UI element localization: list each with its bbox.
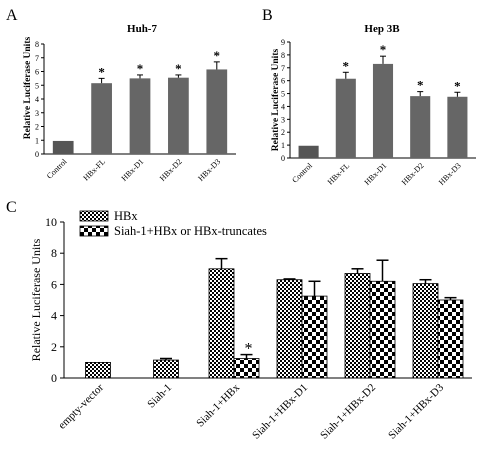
panel-b-y-tick-label: 2 [281, 128, 285, 137]
panel-c-bar-siah-hbx [301, 295, 328, 379]
panel-b-y-tick-label: 4 [281, 102, 285, 111]
panel-a-x-tick-label: HBx-D3 [196, 157, 222, 183]
legend-swatch-siah-hbx [79, 225, 109, 237]
panel-b-x-tick-label: HBx-D3 [437, 161, 463, 187]
panel-a-significance-mark: * [137, 61, 144, 76]
panel-c-y-tick-label: 4 [51, 309, 57, 323]
panel-c-bar-siah-hbx [233, 358, 260, 379]
panel-c-bar-hbx [344, 273, 371, 379]
panel-c-bar-siah-hbx [369, 280, 396, 379]
panel-c-x-tick-label: empty-vector [56, 381, 106, 431]
panel-b-y-tick-label: 8 [281, 51, 285, 60]
panel-a-y-tick-label: 7 [35, 54, 39, 63]
panel-b-plot: 0 1 2 3 4 5 6 7 8 9 Control * HBx-FL * HBx-D1 * HBx-D2 * H… [281, 38, 476, 187]
panel-b-ylabel: Relative Luciferase Units [271, 49, 281, 152]
panel-a-y-tick-label: 5 [35, 81, 39, 90]
panel-a-y-tick-label: 3 [35, 109, 39, 118]
panel-b-bar [447, 96, 468, 158]
panel-a-significance-mark: * [175, 61, 182, 76]
panel-a-y-tick-label: 0 [35, 150, 39, 159]
legend-label-hbx: HBx [114, 209, 138, 223]
panel-a-y-tick-label: 8 [35, 40, 39, 49]
panel-b-y-tick-label: 3 [281, 115, 285, 124]
panel-a-bar [129, 78, 151, 154]
panel-a-y-tick-label: 4 [35, 95, 39, 104]
panel-c-bar-siah-hbx [437, 299, 464, 379]
panel-c-x-tick-label: Siah-1 [145, 382, 174, 411]
panel-c-bar-hbx [276, 279, 303, 379]
panel-a-bar [91, 83, 112, 154]
panel-c-bar-hbx [412, 283, 439, 379]
panel-b-bar [410, 96, 431, 158]
panel-b-x-tick-label: HBx-D1 [363, 161, 389, 187]
panel-b-significance-mark: * [454, 78, 461, 93]
panel-a-bar [168, 77, 189, 154]
panel-b-y-tick-label: 5 [281, 90, 285, 99]
panel-b-y-tick-label: 6 [281, 77, 285, 86]
panel-a-y-tick-label: 6 [35, 68, 39, 77]
panel-c: C Relative Luciferase Units 0 2 4 6 8 10 empty… [6, 199, 472, 442]
panel-b-significance-mark: * [343, 58, 350, 73]
panel-b-bar [372, 63, 394, 158]
panel-a-title: Huh-7 [127, 23, 157, 35]
panel-b-y-tick-label: 1 [281, 141, 285, 150]
panel-c-y-tick-label: 10 [45, 215, 57, 229]
panel-c-x-tick-label: Siah-1+HBx [194, 381, 242, 429]
panel-c-x-tick-label: Siah-1+HBx-D1 [250, 382, 310, 442]
panel-b-significance-mark: * [380, 42, 387, 57]
panel-a-y-tick-label: 2 [35, 123, 39, 132]
panel-b-y-tick-label: 0 [281, 154, 285, 163]
panel-a: A Huh-7 Relative Luciferase Units 0 1 2 3 4 5… [6, 7, 236, 183]
panel-c-y-tick-label: 2 [51, 340, 57, 354]
panel-c-bar-hbx [153, 359, 179, 379]
panel-c-y-tick-label: 0 [51, 371, 57, 385]
panel-a-x-tick-label: HBx-D1 [120, 157, 146, 183]
panel-a-x-tick-label: HBx-D2 [158, 157, 184, 183]
panel-b-x-tick-label: HBx-D2 [400, 161, 426, 187]
panel-c-x-tick-label: Siah-1+HBx-D2 [318, 382, 378, 442]
panel-b: B Hep 3B Relative Luciferase Units 0 1 2 3 4… [262, 7, 476, 187]
panel-c-bar-hbx [85, 361, 111, 379]
panel-b-significance-mark: * [417, 78, 424, 93]
panel-b-y-tick-label: 7 [281, 64, 285, 73]
panel-a-plot: 0 1 2 3 4 5 6 7 8 Control * HBx-FL * HBx-D1 * HBx-D2 * HB… [35, 40, 236, 183]
panel-c-y-tick-label: 6 [51, 277, 57, 291]
panel-a-label: A [6, 7, 18, 24]
panel-b-y-tick-label: 9 [281, 38, 285, 47]
panel-a-significance-mark: * [98, 64, 105, 79]
panel-a-x-tick-label: HBx-FL [81, 157, 107, 183]
panel-c-significance-mark: * [245, 341, 253, 358]
legend-swatch-hbx [79, 210, 109, 222]
panel-b-title: Hep 3B [364, 23, 400, 35]
panel-a-x-tick-label: Control [45, 157, 69, 181]
panel-a-y-tick-label: 1 [35, 136, 39, 145]
panel-c-ylabel: Relative Luciferase Units [29, 238, 43, 361]
panel-b-bar [335, 78, 356, 158]
panel-c-x-tick-label: Siah-1+HBx-D3 [386, 381, 446, 441]
panel-c-label: C [6, 199, 17, 216]
panel-c-legend: HBx Siah-1+HBx or HBx-truncates [79, 209, 267, 238]
panel-a-significance-mark: * [214, 48, 221, 63]
panel-c-bar-hbx [208, 268, 235, 379]
panel-b-x-tick-label: Control [290, 161, 314, 185]
panel-a-bar [206, 69, 228, 154]
panel-b-x-tick-label: HBx-FL [326, 161, 352, 187]
panel-a-ylabel: Relative Luciferase Units [23, 37, 33, 140]
panel-b-bar [298, 145, 319, 158]
legend-label-siah-hbx: Siah-1+HBx or HBx-truncates [114, 224, 267, 238]
panel-c-y-tick-label: 8 [51, 246, 57, 260]
panel-a-bar [52, 140, 74, 154]
panel-b-label: B [262, 7, 273, 24]
